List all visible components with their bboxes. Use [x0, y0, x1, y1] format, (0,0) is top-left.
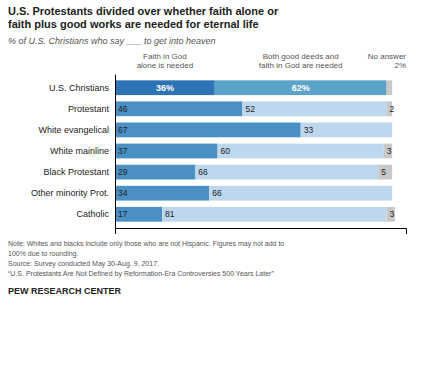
bar — [301, 123, 392, 138]
tick-label: Protestant — [68, 104, 110, 114]
data-label: 37 — [118, 146, 128, 156]
bar — [115, 186, 209, 201]
tick-label: White evangelical — [38, 125, 109, 135]
text-line: No answer — [368, 52, 407, 61]
text-line: faith plus good works are needed for ete… — [8, 18, 259, 30]
bar — [392, 186, 393, 201]
data-label: 33 — [304, 125, 314, 135]
annotations: Note: Whites and blacks include only tho… — [8, 240, 284, 296]
y-tick: White evangelical — [38, 125, 115, 135]
column-header: Faith in Godalone is needed — [137, 52, 194, 70]
data-label: 67 — [118, 125, 128, 135]
x-axis — [116, 229, 407, 235]
note: “U.S. Protestants Are Not Defined by Ref… — [8, 270, 274, 278]
footer: PEW RESEARCH CENTER — [8, 286, 122, 296]
note: 100% due to rounding. — [8, 250, 78, 258]
data-label: 29 — [118, 167, 128, 177]
text-line: U.S. Protestants divided over whether fa… — [8, 5, 279, 17]
tick-label: U.S. Christians — [49, 83, 110, 93]
bar — [115, 207, 162, 222]
data-label: 66 — [198, 167, 208, 177]
y-tick: Other minority Prot. — [31, 188, 115, 198]
data-label: 46 — [118, 104, 128, 114]
bar — [115, 165, 195, 180]
text-line: Faith in God — [143, 52, 187, 61]
bar — [115, 80, 215, 95]
bar — [215, 80, 387, 95]
bars — [115, 80, 395, 221]
bar — [209, 186, 392, 201]
bar — [195, 165, 378, 180]
text-line: 2% — [394, 61, 406, 70]
bar — [115, 101, 242, 116]
data-label: 36% — [156, 83, 174, 93]
column-headers: Faith in Godalone is needed Both good dee… — [137, 52, 407, 70]
series — [162, 80, 392, 221]
data-label: 2 — [390, 104, 395, 114]
data-label: 3 — [387, 146, 392, 156]
y-tick: Catholic — [76, 209, 115, 219]
bar — [162, 207, 386, 222]
x-axis-line — [116, 229, 407, 235]
tick-label: Other minority Prot. — [31, 188, 109, 198]
data-label: 60 — [221, 146, 231, 156]
text-line: Both good deeds and — [263, 52, 339, 61]
column-header: Both good deeds andfaith in God are need… — [259, 52, 343, 70]
bar — [115, 123, 301, 138]
bar — [384, 144, 392, 159]
y-tick: White mainline — [50, 146, 115, 156]
column-header: No answer2% — [368, 52, 407, 70]
note: Source: Survey conducted May 30-Aug. 9, … — [8, 260, 159, 268]
tick-label: Black Protestant — [43, 167, 109, 177]
y-tick: Black Protestant — [43, 167, 115, 177]
bar — [378, 165, 392, 180]
bar — [218, 144, 384, 159]
y-tick: Protestant — [68, 104, 115, 114]
y-axis: U.S. Christians Protestant White evangelic… — [31, 75, 116, 229]
text-line: faith in God are needed — [259, 61, 343, 70]
bar — [242, 101, 386, 116]
y-tick: U.S. Christians — [49, 83, 115, 93]
data-label: 3 — [390, 209, 395, 219]
tick-label: Catholic — [76, 209, 109, 219]
data-label: 17 — [118, 209, 128, 219]
bar — [387, 207, 395, 222]
chart: U.S. Protestants divided over whether fa… — [0, 0, 421, 383]
data-label: 81 — [165, 209, 175, 219]
data-label: 5 — [381, 167, 386, 177]
title: U.S. Protestants divided over whether fa… — [8, 5, 279, 30]
note: Note: Whites and blacks include only tho… — [8, 240, 284, 248]
series — [378, 80, 395, 221]
bar — [115, 144, 218, 159]
y-axis-line — [115, 75, 116, 229]
bar — [392, 123, 393, 138]
text-line: alone is needed — [137, 61, 194, 70]
data-labels: 36% 46 67 37 29 34 17 62% 52 33 60 66 66 81 2 3 5 3 — [118, 83, 395, 219]
tick-label: White mainline — [50, 146, 109, 156]
data-label: 62% — [292, 83, 310, 93]
subtitle: % of U.S. Christians who say ___ to get … — [8, 36, 216, 46]
bar — [387, 80, 393, 95]
data-label: 66 — [212, 188, 222, 198]
data-label: 52 — [245, 104, 255, 114]
data-label: 34 — [118, 188, 128, 198]
